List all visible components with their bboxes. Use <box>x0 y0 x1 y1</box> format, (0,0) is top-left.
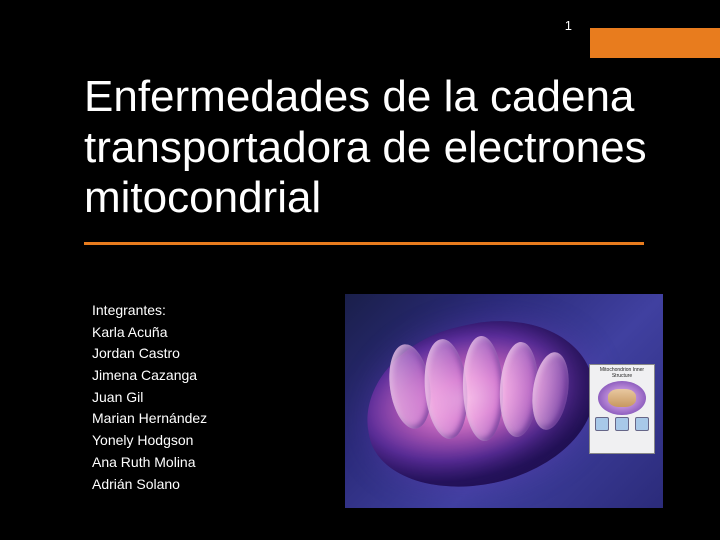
title-underline <box>84 242 644 245</box>
inset-cutaway <box>608 389 636 407</box>
member-name: Karla Acuña <box>92 322 207 344</box>
member-name: Yonely Hodgson <box>92 430 207 452</box>
accent-bar <box>590 28 720 58</box>
inset-label-box <box>615 417 629 431</box>
inset-mito-icon <box>598 381 646 415</box>
inset-title: Mitochondrion Inner Structure <box>592 367 652 379</box>
member-name: Adrián Solano <box>92 474 207 496</box>
member-name: Ana Ruth Molina <box>92 452 207 474</box>
inset-label-row <box>592 417 652 431</box>
inset-label-box <box>595 417 609 431</box>
page-number: 1 <box>565 18 572 33</box>
member-name: Juan Gil <box>92 387 207 409</box>
integrantes-label: Integrantes: <box>92 300 207 322</box>
member-name: Marian Hernández <box>92 408 207 430</box>
slide-title: Enfermedades de la cadena transportadora… <box>84 72 680 224</box>
member-name: Jordan Castro <box>92 343 207 365</box>
mitochondrion-image: Mitochondrion Inner Structure <box>345 294 663 508</box>
inset-diagram: Mitochondrion Inner Structure <box>589 364 655 454</box>
member-name: Jimena Cazanga <box>92 365 207 387</box>
integrantes-block: Integrantes: Karla Acuña Jordan Castro J… <box>92 300 207 495</box>
inset-label-box <box>635 417 649 431</box>
